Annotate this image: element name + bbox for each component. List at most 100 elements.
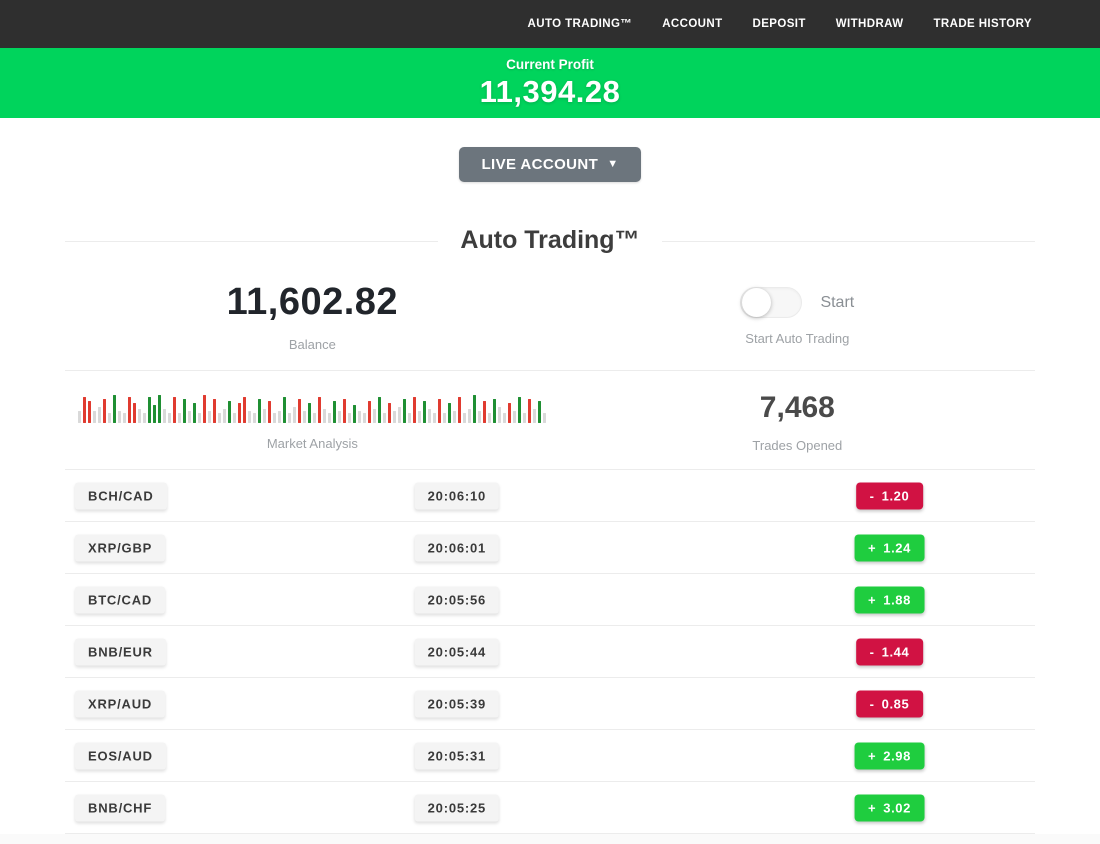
profit-sign: + — [868, 592, 877, 607]
profit-badge: -1.20 — [855, 482, 924, 509]
chart-bar — [228, 401, 232, 423]
chart-bar — [163, 409, 167, 423]
profit-value: 1.88 — [883, 592, 911, 607]
chart-bar — [308, 403, 312, 423]
chart-bar — [118, 411, 122, 423]
chart-bar — [248, 411, 252, 423]
profit-value: 2.98 — [883, 748, 911, 763]
chart-bar — [408, 413, 412, 423]
chart-bar — [283, 397, 287, 423]
auto-trading-stat: Start Start Auto Trading — [560, 287, 1035, 346]
pair-chip: XRP/AUD — [75, 690, 166, 717]
chart-bar — [403, 399, 407, 423]
market-analysis-label: Market Analysis — [266, 436, 358, 451]
top-navbar: AUTO TRADING™ ACCOUNT DEPOSIT WITHDRAW TRADE… — [0, 0, 1100, 48]
chart-bar — [488, 413, 492, 423]
live-account-button[interactable]: LIVE ACCOUNT ▼ — [459, 147, 641, 182]
profit-badge: -1.44 — [855, 638, 924, 665]
chart-bar — [178, 413, 182, 423]
chart-bar — [413, 397, 417, 423]
chart-bar — [508, 403, 512, 423]
chart-bar — [363, 413, 367, 423]
chart-bar — [233, 413, 237, 423]
chart-bar — [113, 395, 117, 423]
toggle-label: Start — [820, 293, 855, 311]
chart-bar — [318, 397, 322, 423]
chart-bar — [533, 409, 537, 423]
chart-bar — [183, 399, 187, 423]
chart-bar — [343, 399, 347, 423]
table-row: BTC/CAD 20:05:56 +1.88 — [65, 574, 1035, 626]
chart-bar — [458, 397, 462, 423]
trades-list: BCH/CAD 20:06:10-1.20 XRP/GBP 20:06:01 +1.24… — [65, 470, 1035, 834]
table-row: XRP/GBP 20:06:01 +1.24 — [65, 522, 1035, 574]
nav-item-withdraw[interactable]: WITHDRAW — [835, 18, 904, 30]
chart-bar — [103, 399, 107, 423]
profit-badge: +1.88 — [854, 586, 925, 613]
chart-bar — [328, 413, 332, 423]
chart-bar — [338, 411, 342, 423]
profit-value: 1.44 — [881, 644, 910, 659]
chart-bar — [238, 403, 242, 423]
time-chip: 20:05:56 — [414, 586, 500, 613]
chart-bar — [123, 413, 127, 423]
nav-item-deposit[interactable]: DEPOSIT — [752, 18, 806, 30]
chart-bar — [523, 413, 527, 423]
chart-bar — [428, 409, 432, 423]
profit-sign: + — [868, 800, 877, 815]
chart-bar — [333, 401, 337, 423]
chart-bar — [503, 413, 507, 423]
profit-value: 0.85 — [881, 696, 910, 711]
pair-chip: BTC/CAD — [75, 586, 166, 613]
chart-bar — [188, 411, 192, 423]
chart-bar — [198, 413, 202, 423]
chart-bar — [203, 395, 207, 423]
start-auto-trading-toggle[interactable] — [740, 287, 803, 318]
balance-label: Balance — [288, 337, 336, 352]
page-title: Auto Trading™ — [438, 226, 662, 255]
nav-item-trade-history[interactable]: TRADE HISTORY — [933, 18, 1032, 30]
chart-bar — [498, 407, 502, 423]
chart-bar — [513, 411, 517, 423]
chart-bar — [263, 409, 267, 423]
chart-bar — [388, 403, 392, 423]
time-chip: 20:05:31 — [414, 742, 500, 769]
chart-bar — [278, 411, 282, 423]
nav-item-auto-trading[interactable]: AUTO TRADING™ — [527, 18, 633, 30]
chart-bar — [273, 413, 277, 423]
balance-value: 11,602.82 — [226, 281, 399, 323]
chart-bar — [98, 407, 102, 423]
chart-bar — [128, 397, 132, 423]
chart-bar — [543, 413, 547, 423]
current-profit-value: 11,394.28 — [479, 73, 621, 109]
chart-bar — [448, 403, 452, 423]
current-profit-label: Current Profit — [506, 56, 594, 72]
chart-bar — [108, 413, 112, 423]
chart-bar — [463, 413, 467, 423]
chart-bar — [143, 413, 147, 423]
chart-bar — [78, 411, 82, 423]
chart-bar — [378, 397, 382, 423]
profit-badge: +1.24 — [854, 534, 925, 561]
chart-bar — [168, 413, 172, 423]
chart-bar — [153, 405, 157, 423]
chart-bar — [468, 409, 472, 423]
time-chip: 20:05:44 — [414, 638, 500, 665]
section-heading: Auto Trading™ — [65, 226, 1035, 255]
chart-bar — [243, 397, 247, 423]
time-chip: 20:05:25 — [414, 794, 500, 821]
chart-bar — [83, 397, 87, 423]
chart-bar — [493, 399, 497, 423]
pair-chip: BNB/CHF — [75, 794, 166, 821]
profit-badge: +2.98 — [854, 742, 925, 769]
pair-chip: BNB/EUR — [75, 638, 166, 665]
chart-bar — [88, 401, 92, 423]
pair-chip: EOS/AUD — [75, 742, 166, 769]
profit-value: 1.24 — [883, 540, 911, 555]
profit-value: 1.20 — [881, 488, 910, 503]
time-chip: 20:06:10 — [414, 482, 500, 509]
chart-bar — [358, 411, 362, 423]
nav-item-account[interactable]: ACCOUNT — [662, 18, 723, 30]
chart-bar — [353, 405, 357, 423]
chart-bar — [418, 411, 422, 423]
